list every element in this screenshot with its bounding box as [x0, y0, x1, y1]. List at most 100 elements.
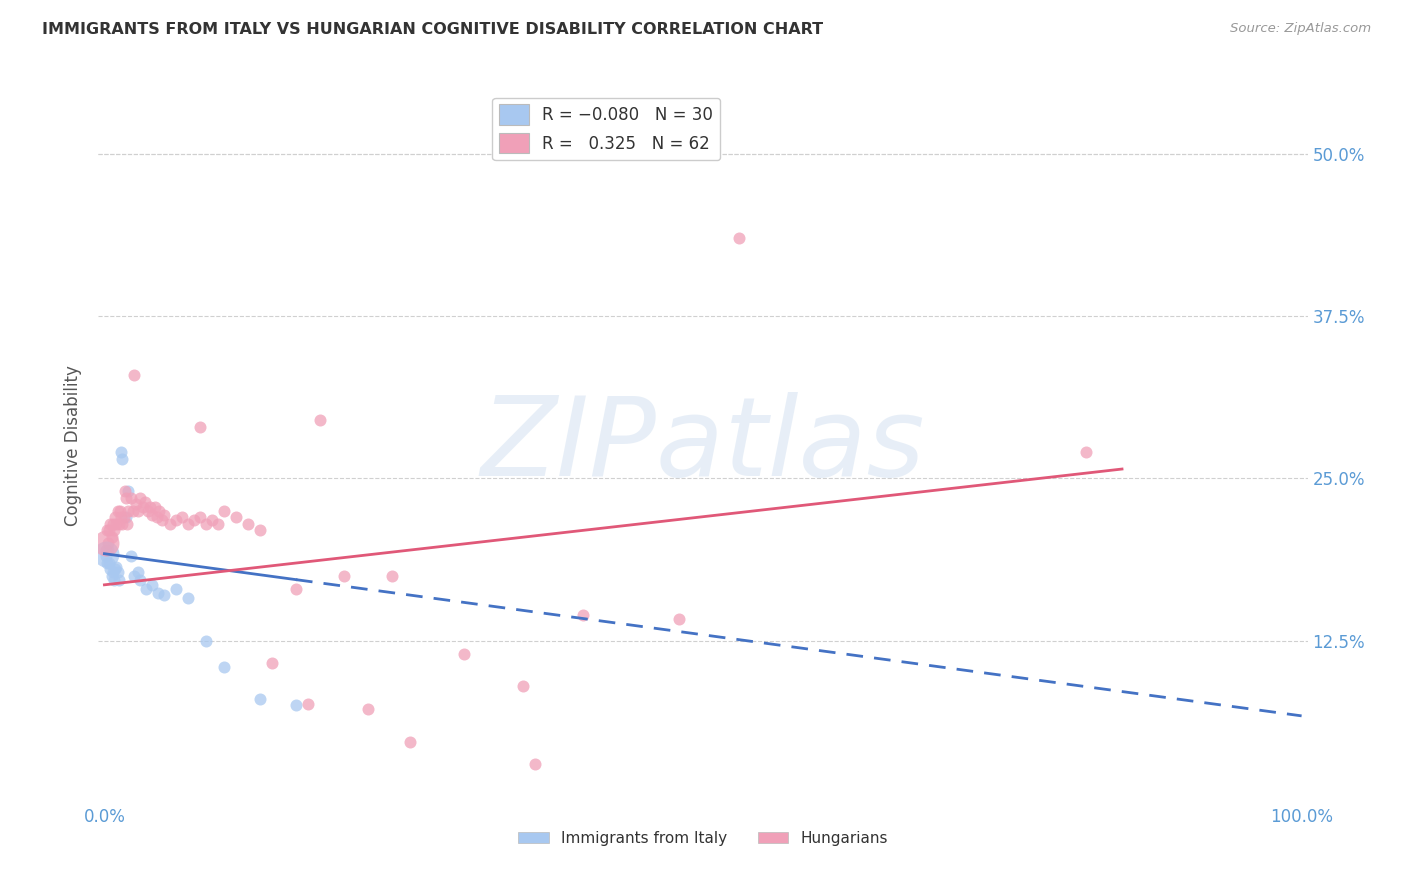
Legend: Immigrants from Italy, Hungarians: Immigrants from Italy, Hungarians: [512, 825, 894, 852]
Text: Source: ZipAtlas.com: Source: ZipAtlas.com: [1230, 22, 1371, 36]
Point: [97, 536, 120, 550]
Point: [115, 510, 138, 524]
Point: [212, 659, 235, 673]
Point: [107, 504, 129, 518]
Point: [188, 510, 211, 524]
Point: [195, 516, 218, 531]
Point: [107, 565, 129, 579]
Point: [212, 504, 235, 518]
Point: [201, 513, 224, 527]
Point: [309, 413, 332, 427]
Point: [524, 756, 547, 771]
Text: IMMIGRANTS FROM ITALY VS HUNGARIAN COGNITIVE DISABILITY CORRELATION CHART: IMMIGRANTS FROM ITALY VS HUNGARIAN COGNI…: [42, 22, 824, 37]
Point: [183, 513, 205, 527]
Point: [107, 573, 129, 587]
Point: [398, 735, 420, 749]
Point: [104, 562, 127, 576]
Point: [139, 500, 162, 514]
Point: [249, 692, 271, 706]
Point: [124, 497, 146, 511]
Point: [172, 510, 194, 524]
Point: [333, 568, 356, 582]
Point: [134, 495, 156, 509]
Point: [165, 513, 187, 527]
Point: [111, 452, 134, 467]
Point: [105, 559, 128, 574]
Point: [148, 504, 170, 518]
Point: [97, 542, 120, 557]
Point: [100, 516, 122, 531]
Point: [98, 556, 121, 570]
Point: [98, 524, 121, 538]
Point: [103, 524, 125, 538]
Point: [165, 582, 187, 596]
Point: [110, 510, 132, 524]
Point: [120, 491, 142, 505]
Point: [100, 568, 122, 582]
Point: [114, 484, 136, 499]
Point: [1074, 445, 1097, 459]
Point: [728, 231, 751, 245]
Point: [103, 573, 125, 587]
Point: [115, 516, 138, 531]
Point: [357, 702, 380, 716]
Point: [129, 491, 152, 505]
Point: [141, 578, 163, 592]
Point: [225, 510, 247, 524]
Point: [104, 510, 127, 524]
Point: [100, 530, 122, 544]
Point: [207, 516, 229, 531]
Point: [297, 697, 319, 711]
Point: [668, 611, 690, 625]
Point: [110, 445, 132, 459]
Point: [512, 679, 534, 693]
Point: [188, 419, 211, 434]
Point: [94, 547, 117, 561]
Point: [143, 500, 166, 514]
Point: [101, 565, 124, 579]
Point: [94, 536, 117, 550]
Point: [236, 516, 259, 531]
Point: [249, 524, 271, 538]
Point: [117, 484, 139, 499]
Point: [120, 549, 142, 564]
Point: [101, 516, 124, 531]
Point: [177, 591, 200, 605]
Point: [105, 516, 128, 531]
Point: [96, 556, 118, 570]
Y-axis label: Cognitive Disability: Cognitive Disability: [65, 366, 83, 526]
Text: ZIPatlas: ZIPatlas: [481, 392, 925, 500]
Point: [177, 516, 200, 531]
Point: [127, 565, 149, 579]
Point: [572, 607, 595, 622]
Point: [127, 504, 149, 518]
Point: [153, 508, 176, 522]
Point: [94, 549, 117, 564]
Point: [381, 568, 404, 582]
Point: [148, 585, 170, 599]
Point: [141, 508, 163, 522]
Point: [124, 568, 146, 582]
Point: [96, 524, 118, 538]
Point: [153, 588, 176, 602]
Point: [122, 504, 145, 518]
Point: [260, 656, 283, 670]
Point: [132, 500, 155, 514]
Point: [135, 582, 157, 596]
Point: [115, 491, 138, 505]
Point: [112, 510, 135, 524]
Point: [195, 633, 218, 648]
Point: [108, 504, 131, 518]
Point: [150, 513, 173, 527]
Point: [136, 504, 159, 518]
Point: [107, 516, 129, 531]
Point: [146, 510, 169, 524]
Point: [284, 582, 307, 596]
Point: [124, 368, 146, 382]
Point: [284, 698, 307, 713]
Point: [100, 562, 122, 576]
Point: [129, 573, 152, 587]
Point: [94, 542, 117, 557]
Point: [117, 504, 139, 518]
Point: [111, 516, 134, 531]
